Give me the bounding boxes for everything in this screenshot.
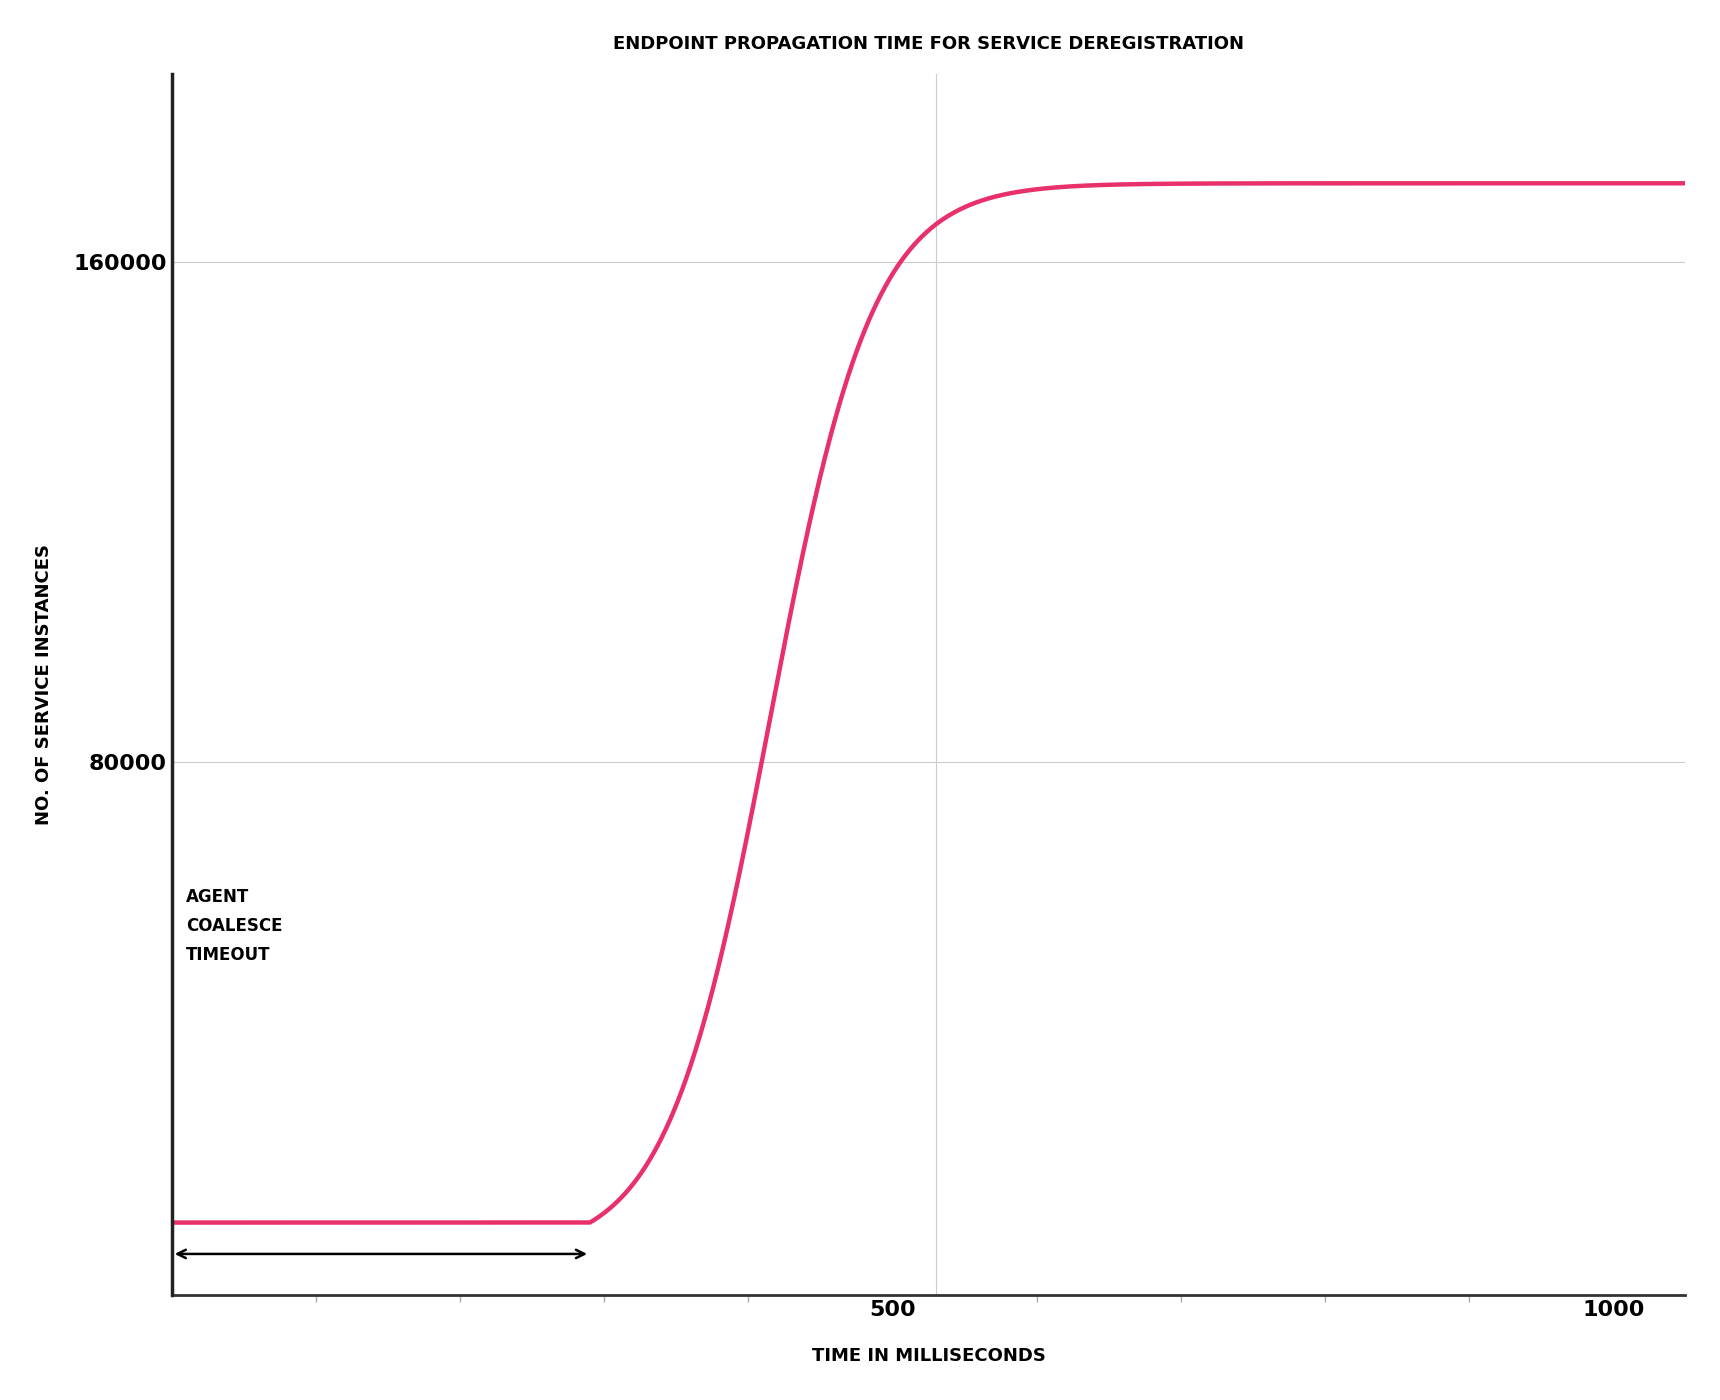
Y-axis label: NO. OF SERVICE INSTANCES: NO. OF SERVICE INSTANCES bbox=[34, 543, 53, 825]
Text: AGENT
COALESCE
TIMEOUT: AGENT COALESCE TIMEOUT bbox=[186, 888, 282, 965]
Title: ENDPOINT PROPAGATION TIME FOR SERVICE DEREGISTRATION: ENDPOINT PROPAGATION TIME FOR SERVICE DE… bbox=[612, 35, 1244, 53]
X-axis label: TIME IN MILLISECONDS: TIME IN MILLISECONDS bbox=[812, 1347, 1046, 1365]
